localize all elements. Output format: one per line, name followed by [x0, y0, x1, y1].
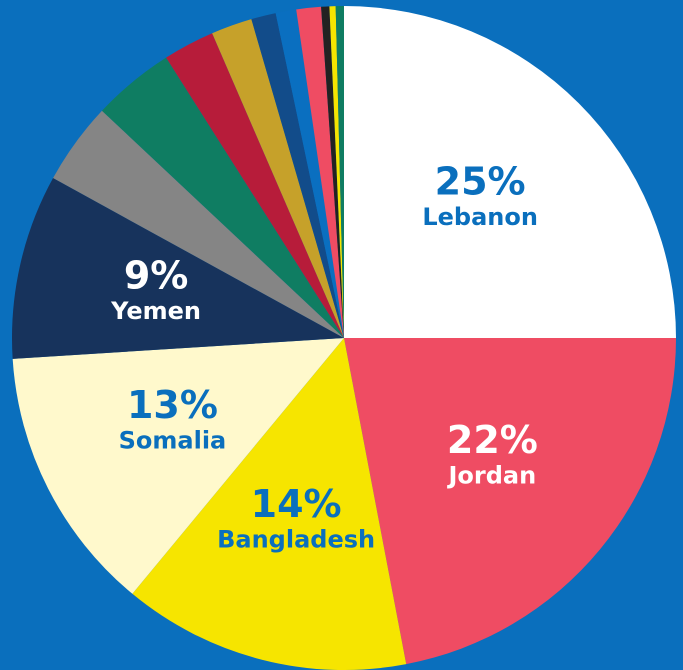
- pie-slice: [321, 6, 344, 338]
- pie-slice: [53, 110, 344, 338]
- slice-label: Yemen: [110, 297, 201, 325]
- pie-slice: [335, 6, 344, 338]
- pie-slice: [329, 6, 344, 338]
- slice-label: Lebanon: [422, 203, 538, 231]
- slice-percent: 13%: [127, 383, 218, 427]
- slice-label: Bangladesh: [217, 526, 375, 554]
- pie-slice: [344, 338, 676, 665]
- pie-slice: [251, 13, 344, 338]
- slice-percent: 14%: [251, 482, 342, 526]
- pie-slice: [212, 19, 344, 339]
- pie-slice: [132, 338, 407, 670]
- slice-label: Somalia: [119, 426, 227, 454]
- pie-slice: [296, 6, 344, 339]
- pie-slice: [166, 33, 344, 338]
- slice-percent: 22%: [447, 418, 538, 462]
- slice-percent: 9%: [124, 253, 189, 297]
- pie-slice: [11, 178, 344, 359]
- pie-slice: [344, 6, 676, 338]
- pie-slice: [12, 338, 345, 594]
- slice-label: Jordan: [447, 462, 537, 490]
- slice-percent: 25%: [435, 159, 526, 203]
- pie-slice: [101, 57, 344, 338]
- pie-slice: [275, 9, 344, 339]
